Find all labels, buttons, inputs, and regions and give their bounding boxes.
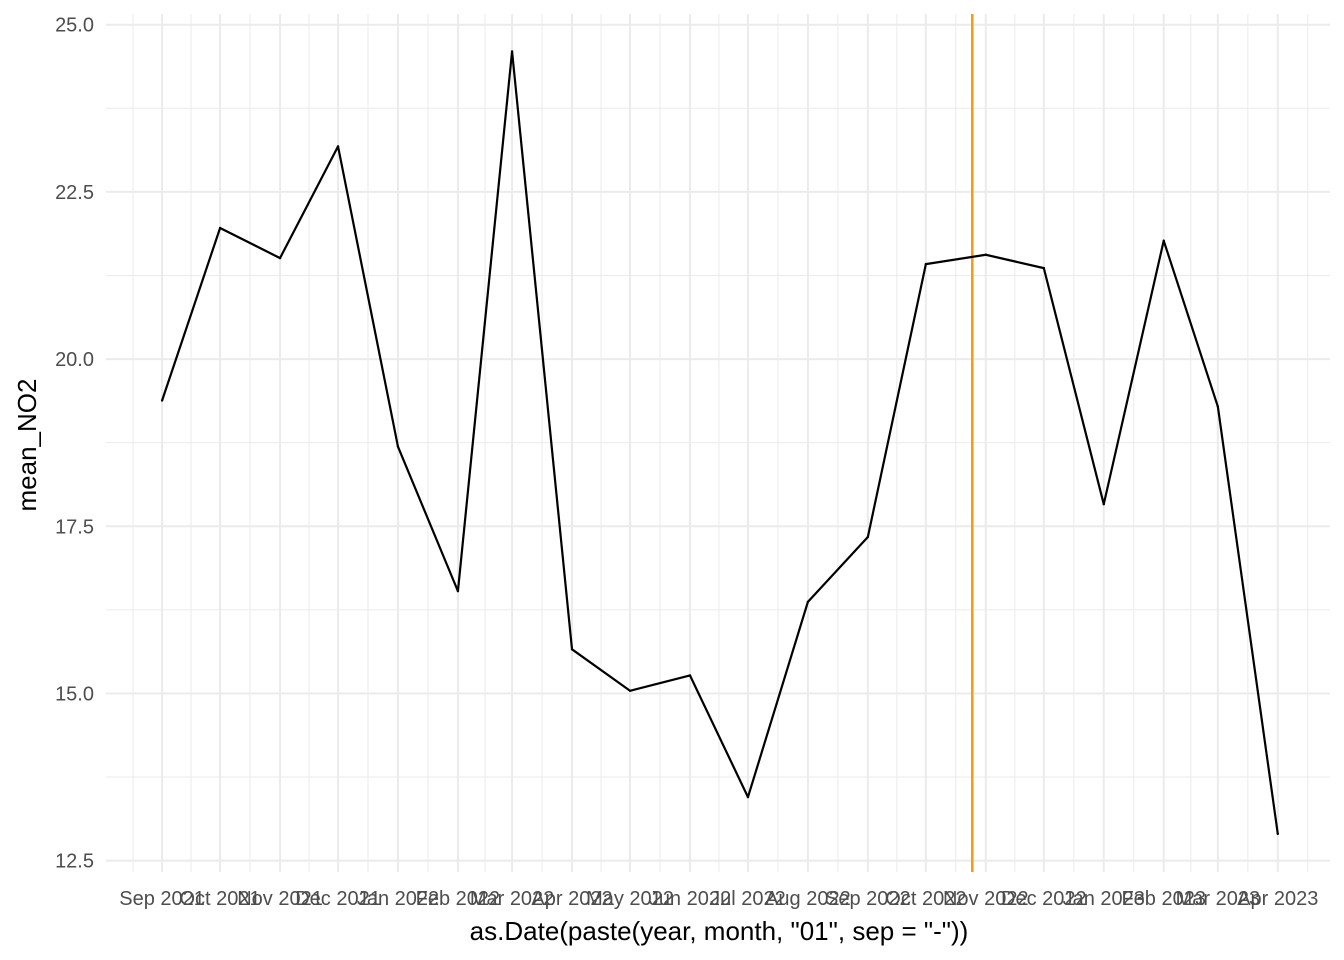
x-tick-label: Mar 2023 xyxy=(1176,888,1261,910)
data-point xyxy=(396,445,400,448)
data-point xyxy=(746,795,750,799)
data-point xyxy=(688,674,692,677)
data-point xyxy=(1042,266,1046,270)
data-point xyxy=(1162,239,1165,242)
data-point xyxy=(806,600,810,604)
x-tick-label: Apr 2023 xyxy=(1237,888,1318,910)
major-gridlines xyxy=(106,14,1330,872)
x-tick-label: Oct 2021 xyxy=(179,888,260,910)
data-point xyxy=(456,589,460,593)
x-tick-label: Dec 2022 xyxy=(1001,888,1087,910)
y-tick-label: 22.5 xyxy=(55,182,94,204)
data-point xyxy=(1276,832,1279,836)
data-point xyxy=(160,399,164,402)
x-tick-label: Jan 2022 xyxy=(357,888,439,910)
data-point xyxy=(866,535,870,539)
data-point xyxy=(570,648,574,651)
y-axis-title: mean_NO2 xyxy=(12,379,42,512)
data-point xyxy=(1102,502,1105,506)
x-tick-label: Aug 2022 xyxy=(765,888,851,910)
data-point xyxy=(924,262,928,266)
data-point xyxy=(336,145,340,148)
data-point xyxy=(984,253,988,256)
x-tick-label: Feb 2022 xyxy=(416,888,501,910)
y-tick-label: 25.0 xyxy=(55,15,94,37)
x-tick-label: Jan 2023 xyxy=(1063,888,1145,910)
y-tick-label: 12.5 xyxy=(55,851,94,873)
data-point xyxy=(278,256,282,260)
data-point xyxy=(628,689,632,692)
x-tick-label: Apr 2022 xyxy=(531,888,612,910)
series-line xyxy=(161,50,1279,835)
y-axis-tick-labels: 12.5 15.0 17.5 20.0 22.5 25.0 xyxy=(55,15,94,873)
series-layer xyxy=(160,50,1279,836)
x-tick-label: Sep 2021 xyxy=(119,888,205,910)
x-tick-label: Nov 2021 xyxy=(237,888,323,910)
y-tick-label: 20.0 xyxy=(55,349,94,371)
data-point xyxy=(510,50,514,53)
y-tick-label: 17.5 xyxy=(55,516,94,538)
x-tick-label: Feb 2023 xyxy=(1121,888,1206,910)
x-tick-label: Mar 2022 xyxy=(470,888,555,910)
x-tick-label: Dec 2021 xyxy=(295,888,381,910)
data-point xyxy=(218,226,222,230)
x-tick-label: Nov 2022 xyxy=(943,888,1029,910)
x-axis-title: as.Date(paste(year, month, "01", sep = "… xyxy=(470,916,969,946)
x-tick-label: May 2022 xyxy=(586,888,674,910)
x-tick-label: Sep 2022 xyxy=(825,888,911,910)
x-tick-label: Oct 2022 xyxy=(885,888,966,910)
minor-gridlines xyxy=(106,14,1330,872)
x-tick-label: Jun 2022 xyxy=(649,888,731,910)
x-tick-label: Jul 2022 xyxy=(710,888,786,910)
y-tick-label: 15.0 xyxy=(55,683,94,705)
data-point xyxy=(1216,405,1220,408)
